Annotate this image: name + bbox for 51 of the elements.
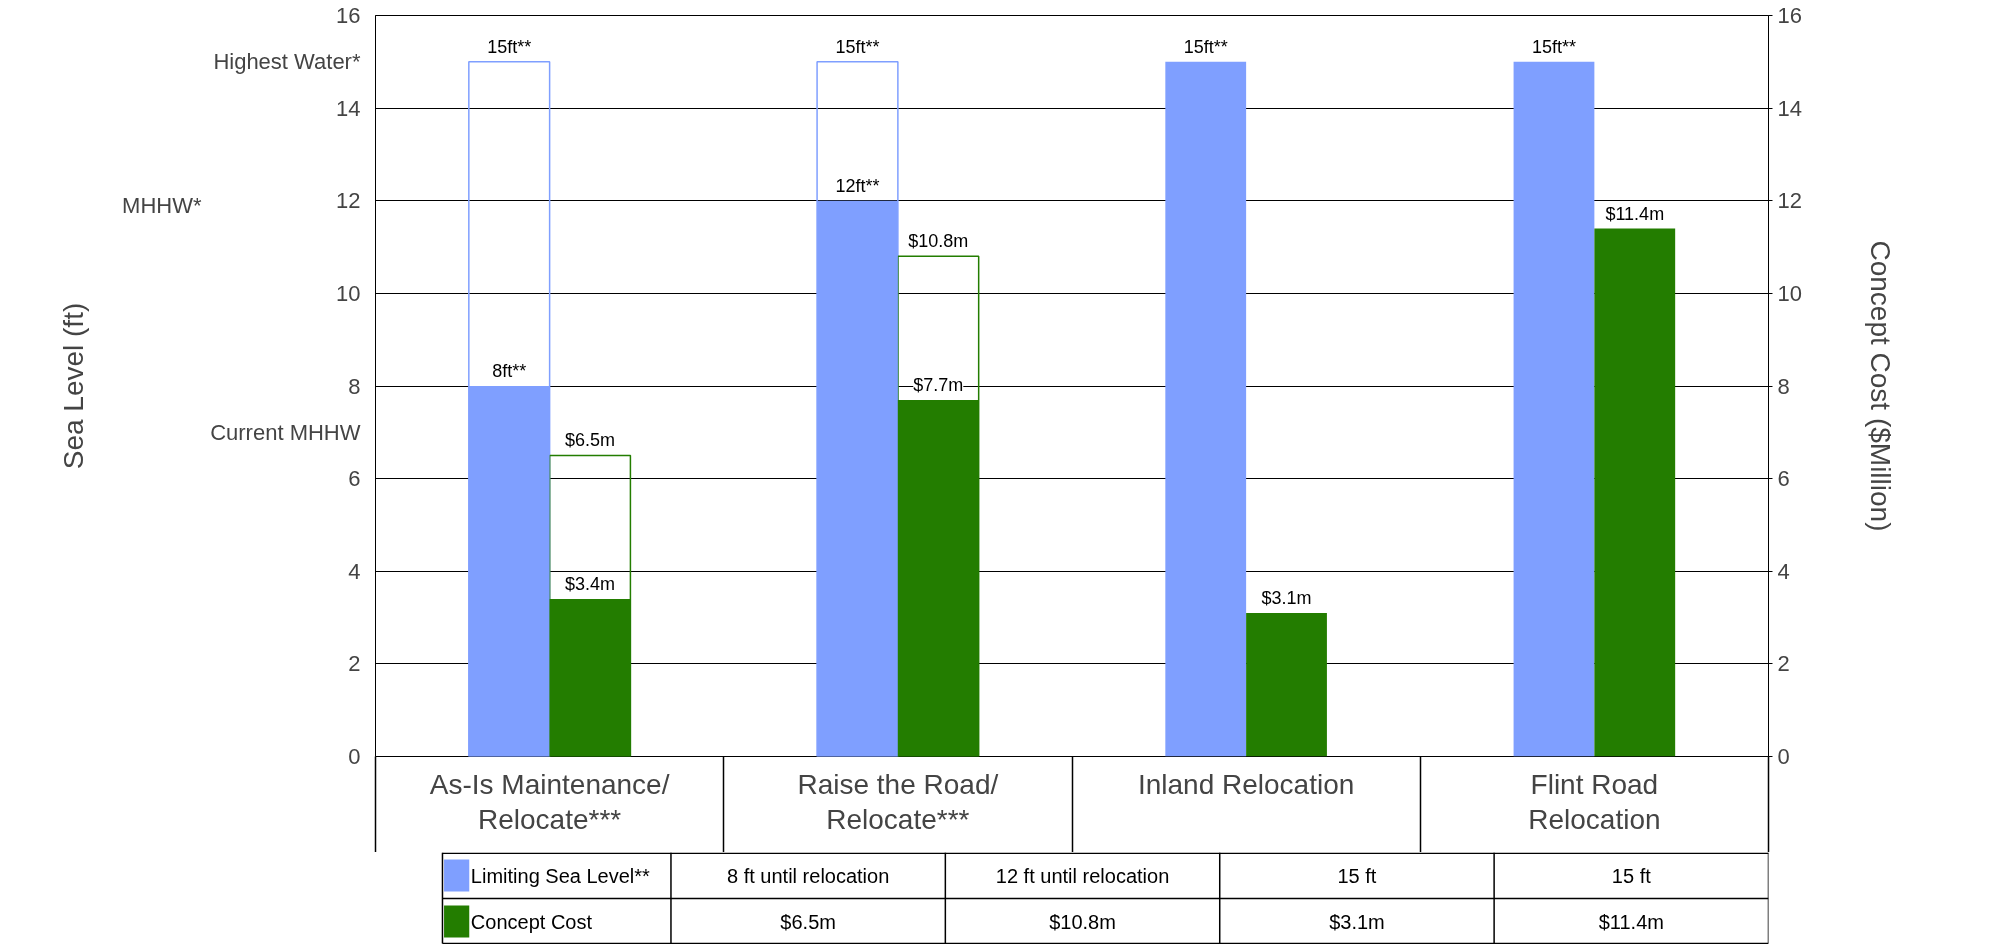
y2-tick-label: 12	[1777, 188, 1802, 214]
data-label: 8ft**	[492, 361, 527, 381]
y-tick-label: Highest Water*	[213, 49, 361, 75]
data-label: 12ft**	[835, 175, 880, 196]
y2-tick-label: 16	[1777, 3, 1802, 28]
y-tick-label: 10	[336, 280, 361, 306]
y-tick-label: 14	[336, 95, 361, 121]
y2-tick-label: 10	[1777, 280, 1802, 306]
y-tick-label: 0	[348, 744, 361, 769]
text: $6.5m	[780, 910, 836, 933]
y2-tick-label: 4	[1777, 558, 1790, 584]
x-tick-label: As-Is Maintenance/ Relocate***	[429, 768, 670, 836]
data-label: $10.8m	[908, 231, 969, 252]
y-axis-title: Sea Level (ft)	[58, 302, 90, 470]
legend-label: Limiting Sea Level**	[470, 864, 651, 887]
y-tick-label: 16	[336, 3, 361, 28]
y2-tick-label: 0	[1777, 744, 1790, 769]
data-label: 15ft**	[487, 36, 532, 57]
y-tick-label: 8	[348, 373, 361, 399]
data-label: $11.4m	[1605, 203, 1665, 224]
x-tick-label: Flint Road Relocation	[1528, 768, 1661, 836]
y2-tick-label: 14	[1777, 95, 1802, 121]
legend-label: Concept Cost	[470, 910, 593, 933]
y-tick-label: Current MHHW	[210, 419, 361, 445]
text: $10.8m	[1049, 910, 1116, 933]
data-label: 15ft**	[1183, 36, 1228, 57]
y-tick-label: 12	[336, 188, 361, 214]
data-label: 15ft**	[835, 36, 880, 57]
text: 8 ft until relocation	[727, 864, 890, 887]
y-tick-label: 2	[348, 651, 361, 677]
y2-tick-label: 6	[1777, 466, 1790, 492]
x-tick-label: Inland Relocation	[1137, 768, 1355, 800]
text: 12 ft until relocation	[995, 864, 1170, 887]
data-label: $6.5m	[565, 430, 616, 451]
text: $11.4m	[1598, 910, 1664, 933]
data-label: 15ft**	[1531, 36, 1577, 57]
text: 15 ft	[1337, 864, 1377, 887]
data-label: $3.1m	[1261, 587, 1312, 608]
text: MHHW*	[122, 192, 202, 218]
text: $3.1m	[1329, 910, 1385, 933]
data-label: $7.7m	[913, 374, 964, 395]
y2-tick-label: 8	[1777, 373, 1790, 399]
bar	[1246, 612, 1327, 757]
y-tick-label: 6	[348, 466, 361, 492]
data-label: $3.4m	[565, 574, 616, 595]
y2-axis-title: Concept Cost ($Million)	[1864, 240, 1896, 532]
x-tick-label: Raise the Road/ Relocate***	[797, 768, 999, 836]
y-tick-label: 4	[348, 558, 361, 584]
y2-tick-label: 2	[1777, 651, 1790, 677]
bar	[1165, 61, 1247, 757]
text: 15 ft	[1611, 864, 1652, 887]
